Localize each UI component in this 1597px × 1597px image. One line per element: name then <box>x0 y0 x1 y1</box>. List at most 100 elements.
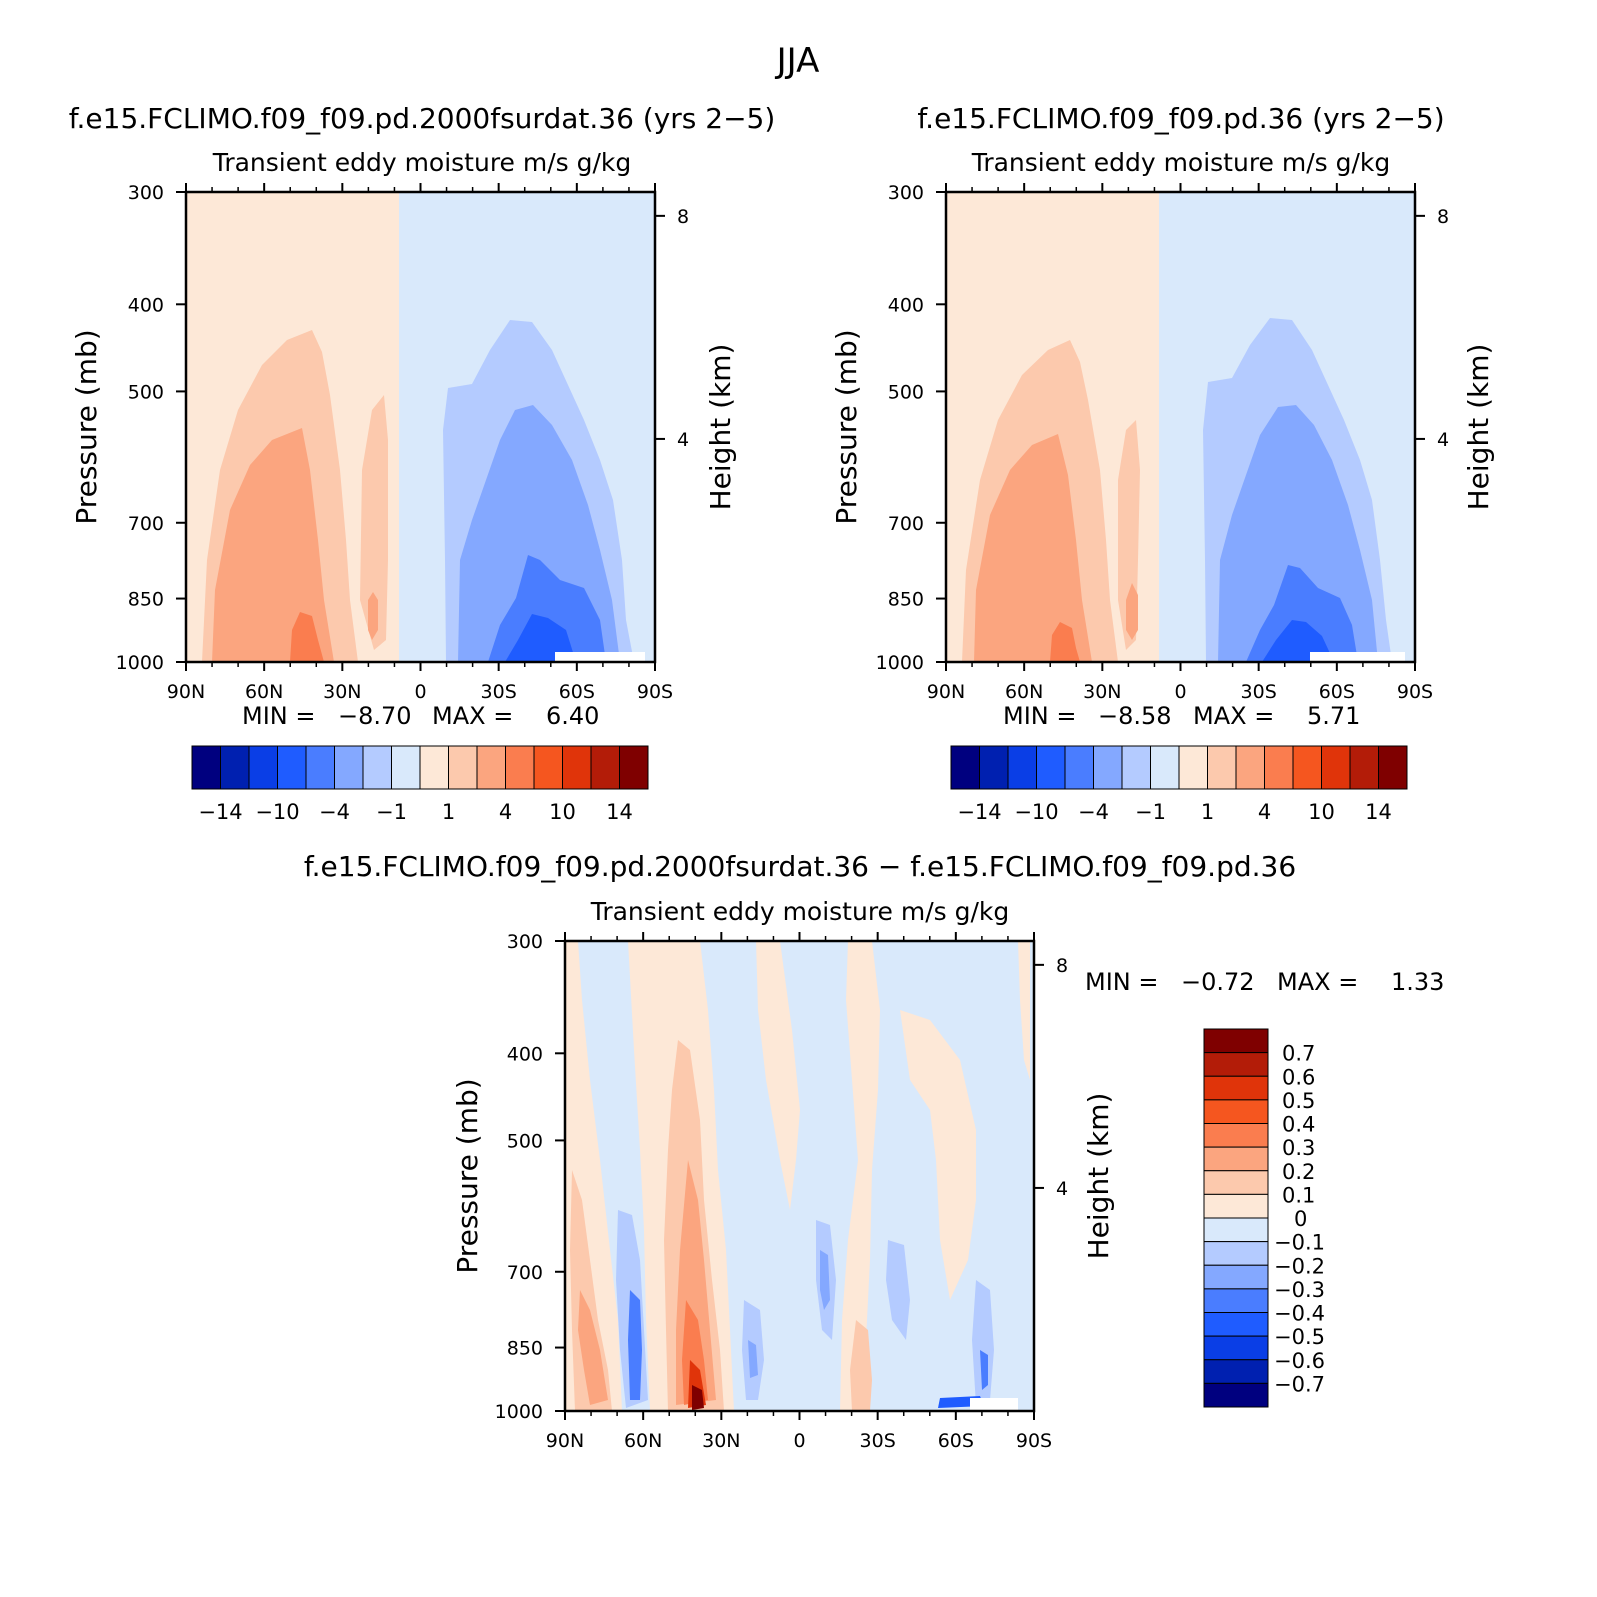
colorbar-swatch <box>1321 745 1351 790</box>
colorbar-swatch <box>1093 745 1123 790</box>
x-tick-label: 60N <box>245 681 283 703</box>
panel-2-contour-positive-2b <box>1126 583 1138 640</box>
colorbar-swatch <box>334 745 364 790</box>
panel-3-contour-positive-a2 <box>570 1170 612 1411</box>
y2-tick-label: 8 <box>1437 206 1449 228</box>
colorbar-swatch <box>1064 745 1094 790</box>
colorbar-swatch <box>1378 745 1408 790</box>
x-tick-label: 0 <box>1174 681 1186 703</box>
colorbar-swatch <box>950 745 980 790</box>
colorbar-swatch <box>1203 1382 1269 1408</box>
y-tick-label: 700 <box>888 513 924 535</box>
x-tick-label: 60S <box>559 681 595 703</box>
colorbar-label: 0.6 <box>1282 1065 1315 1089</box>
colorbar-swatch <box>1203 1123 1269 1148</box>
y-tick-label: 850 <box>507 1338 543 1360</box>
colorbar-swatch <box>1036 745 1066 790</box>
colorbar-label: 4 <box>499 800 512 824</box>
colorbar-label: 4 <box>1258 800 1271 824</box>
x-tick-label: 60N <box>624 1430 662 1452</box>
x-tick-label: 30N <box>1083 681 1121 703</box>
panel-1: f.e15.FCLIMO.f09_f09.pd.2000fsurdat.36 (… <box>69 102 776 824</box>
colorbar-swatch <box>1203 1052 1269 1077</box>
colorbar-swatch <box>362 745 392 790</box>
colorbar-label: 10 <box>549 800 576 824</box>
colorbar-label: −4 <box>1078 800 1109 824</box>
colorbar-label: −0.2 <box>1274 1254 1325 1278</box>
panel-1-ylabel: Pressure (mb) <box>70 329 103 524</box>
panel-1-contour-positive-1b <box>360 395 388 650</box>
panel-2-contour-negative-4 <box>1262 620 1334 662</box>
panel-1-contour-negative-3 <box>488 555 606 662</box>
panel-1-colorbar: −14 −10 −4 −1 1 4 10 14 <box>191 745 649 824</box>
colorbar-swatch <box>1203 1359 1269 1384</box>
panel-3-contour-negative-f1 <box>972 1280 994 1405</box>
colorbar-label: −1 <box>1135 800 1166 824</box>
colorbar-swatch <box>590 745 620 790</box>
panel-3-min-value: −0.72 <box>1181 968 1255 996</box>
colorbar-label: −0.3 <box>1274 1278 1325 1302</box>
colorbar-label: −1 <box>376 800 407 824</box>
colorbar-swatch <box>448 745 478 790</box>
panel-2-plot <box>944 190 1417 664</box>
y-tick-label: 700 <box>128 513 164 535</box>
panel-2-stats: MIN = −8.58 MAX = 5.71 <box>1003 702 1360 730</box>
colorbar-label: 0.3 <box>1282 1136 1315 1160</box>
colorbar-swatch <box>1150 745 1180 790</box>
colorbar-label: −14 <box>957 800 1001 824</box>
panel-2-missing-region <box>1310 652 1405 662</box>
y-tick-label: 700 <box>507 1262 543 1284</box>
colorbar-swatch <box>305 745 335 790</box>
y-tick-label: 500 <box>888 381 924 403</box>
colorbar-swatch <box>1264 745 1294 790</box>
x-tick-label: 30N <box>323 681 361 703</box>
y-tick-label: 500 <box>128 381 164 403</box>
colorbar-swatch <box>1235 745 1265 790</box>
panel-3-contour-negative-e1 <box>886 1240 910 1340</box>
x-tick-label: 90S <box>637 681 673 703</box>
colorbar-swatch <box>1203 1146 1269 1172</box>
panel-2-max-label: MAX = <box>1193 702 1274 730</box>
colorbar-label: 1 <box>442 800 455 824</box>
panel-3-contour-positive-d2 <box>850 1320 872 1411</box>
colorbar-label: −0.5 <box>1274 1325 1325 1349</box>
panel-3-missing-region <box>970 1398 1018 1411</box>
colorbar-swatch <box>1203 1312 1269 1337</box>
colorbar-label: 1 <box>1201 800 1214 824</box>
panel-3-axes: 90N 60N 30N 0 30S 60S 90S 300 400 500 700 850 1000 8 4 <box>495 931 1068 1452</box>
colorbar-label: 0.2 <box>1282 1160 1315 1184</box>
colorbar-swatch <box>1203 1241 1269 1266</box>
y-tick-label: 1000 <box>495 1401 543 1423</box>
colorbar-swatch <box>1203 1288 1269 1313</box>
colorbar-label: −10 <box>1014 800 1058 824</box>
colorbar-swatch <box>1203 1193 1269 1219</box>
panel-2-contour-negative-3 <box>1246 565 1358 662</box>
colorbar-label: −14 <box>198 800 242 824</box>
panel-1-contour-positive-3 <box>290 612 324 662</box>
y-tick-label: 850 <box>888 589 924 611</box>
panel-2-max-value: 5.71 <box>1307 702 1360 730</box>
panel-3-max-value: 1.33 <box>1391 968 1444 996</box>
x-tick-label: 30S <box>481 681 517 703</box>
panel-3-contour-negative-c4 <box>748 1340 758 1378</box>
colorbar-label: 0 <box>1294 1207 1307 1231</box>
x-tick-label: 90S <box>1397 681 1433 703</box>
x-tick-label: 30S <box>860 1430 896 1452</box>
x-tick-label: 60S <box>1319 681 1355 703</box>
panel-1-min-label: MIN = <box>242 702 315 730</box>
colorbar-label: −4 <box>319 800 350 824</box>
colorbar-label: −0.7 <box>1274 1372 1325 1396</box>
panel-1-max-value: 6.40 <box>546 702 599 730</box>
x-tick-label: 30N <box>702 1430 740 1452</box>
panel-1-contour-positive-2 <box>212 428 334 662</box>
colorbar-label: 10 <box>1308 800 1335 824</box>
colorbar-swatch <box>979 745 1009 790</box>
page-title: JJA <box>775 41 820 81</box>
panel-3-band-positive-d <box>840 941 880 1411</box>
colorbar-swatch <box>191 745 221 790</box>
panel-3-contour-negative-c2 <box>820 1250 830 1310</box>
colorbar-swatch <box>1121 745 1151 790</box>
colorbar-swatch <box>619 745 649 790</box>
panel-1-missing-region <box>555 652 645 662</box>
